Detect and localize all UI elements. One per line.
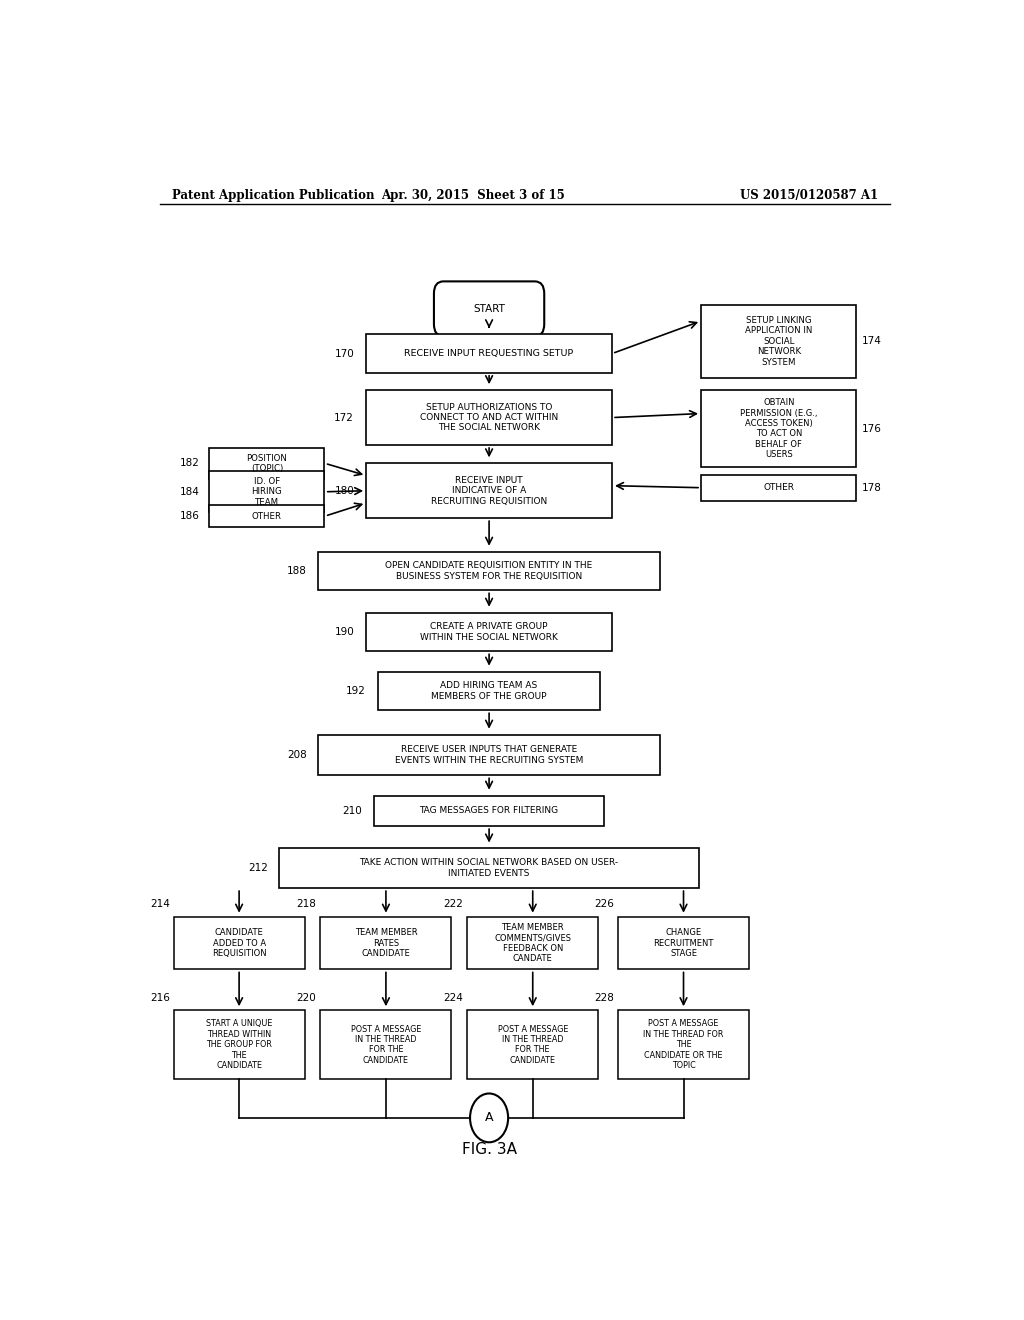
- Text: ID. OF
HIRING
TEAM: ID. OF HIRING TEAM: [252, 477, 283, 507]
- FancyBboxPatch shape: [618, 1010, 749, 1080]
- Text: CREATE A PRIVATE GROUP
WITHIN THE SOCIAL NETWORK: CREATE A PRIVATE GROUP WITHIN THE SOCIAL…: [420, 622, 558, 642]
- Text: 224: 224: [443, 993, 463, 1003]
- Text: OTHER: OTHER: [252, 512, 282, 520]
- FancyBboxPatch shape: [209, 447, 325, 479]
- Text: 214: 214: [150, 899, 170, 909]
- Text: US 2015/0120587 A1: US 2015/0120587 A1: [739, 189, 878, 202]
- FancyBboxPatch shape: [467, 1010, 598, 1080]
- FancyBboxPatch shape: [367, 612, 612, 651]
- Text: 184: 184: [179, 487, 200, 496]
- Text: 216: 216: [150, 993, 170, 1003]
- Text: 174: 174: [862, 337, 882, 346]
- Text: TEAM MEMBER
RATES
CANDIDATE: TEAM MEMBER RATES CANDIDATE: [354, 928, 417, 958]
- Text: ADD HIRING TEAM AS
MEMBERS OF THE GROUP: ADD HIRING TEAM AS MEMBERS OF THE GROUP: [431, 681, 547, 701]
- Text: TAG MESSAGES FOR FILTERING: TAG MESSAGES FOR FILTERING: [420, 807, 559, 816]
- Text: 228: 228: [594, 993, 614, 1003]
- Text: 180: 180: [335, 486, 354, 496]
- Circle shape: [470, 1093, 508, 1142]
- Text: 208: 208: [287, 750, 306, 760]
- FancyBboxPatch shape: [209, 471, 325, 512]
- FancyBboxPatch shape: [321, 916, 452, 969]
- Text: CHANGE
RECRUITMENT
STAGE: CHANGE RECRUITMENT STAGE: [653, 928, 714, 958]
- Text: RECEIVE INPUT REQUESTING SETUP: RECEIVE INPUT REQUESTING SETUP: [404, 348, 573, 358]
- Text: 226: 226: [594, 899, 614, 909]
- Text: 178: 178: [862, 483, 882, 492]
- Text: Apr. 30, 2015  Sheet 3 of 15: Apr. 30, 2015 Sheet 3 of 15: [381, 189, 565, 202]
- Text: 190: 190: [335, 627, 354, 638]
- FancyBboxPatch shape: [434, 281, 544, 337]
- Text: POST A MESSAGE
IN THE THREAD
FOR THE
CANDIDATE: POST A MESSAGE IN THE THREAD FOR THE CAN…: [351, 1024, 421, 1065]
- Text: RECEIVE INPUT
INDICATIVE OF A
RECRUITING REQUISITION: RECEIVE INPUT INDICATIVE OF A RECRUITING…: [431, 477, 547, 506]
- FancyBboxPatch shape: [701, 305, 856, 378]
- Text: OTHER: OTHER: [763, 483, 795, 492]
- Text: POST A MESSAGE
IN THE THREAD FOR
THE
CANDIDATE OR THE
TOPIC: POST A MESSAGE IN THE THREAD FOR THE CAN…: [643, 1019, 724, 1071]
- Text: 210: 210: [342, 807, 362, 816]
- FancyBboxPatch shape: [318, 552, 659, 590]
- Text: POSITION
(TOPIC): POSITION (TOPIC): [247, 454, 288, 473]
- Text: 220: 220: [297, 993, 316, 1003]
- FancyBboxPatch shape: [378, 672, 600, 710]
- Text: 172: 172: [334, 413, 354, 422]
- Text: OPEN CANDIDATE REQUISITION ENTITY IN THE
BUSINESS SYSTEM FOR THE REQUISITION: OPEN CANDIDATE REQUISITION ENTITY IN THE…: [385, 561, 593, 581]
- Text: TEAM MEMBER
COMMENTS/GIVES
FEEDBACK ON
CANDATE: TEAM MEMBER COMMENTS/GIVES FEEDBACK ON C…: [495, 923, 571, 964]
- FancyBboxPatch shape: [367, 391, 612, 445]
- FancyBboxPatch shape: [701, 391, 856, 467]
- Text: 176: 176: [862, 424, 882, 434]
- Text: 188: 188: [287, 566, 306, 576]
- Text: CANDIDATE
ADDED TO A
REQUISITION: CANDIDATE ADDED TO A REQUISITION: [212, 928, 266, 958]
- FancyBboxPatch shape: [467, 916, 598, 969]
- FancyBboxPatch shape: [618, 916, 749, 969]
- Text: POST A MESSAGE
IN THE THREAD
FOR THE
CANDIDATE: POST A MESSAGE IN THE THREAD FOR THE CAN…: [498, 1024, 568, 1065]
- Text: OBTAIN
PERMISSION (E.G.,
ACCESS TOKEN)
TO ACT ON
BEHALF OF
USERS: OBTAIN PERMISSION (E.G., ACCESS TOKEN) T…: [740, 399, 817, 459]
- FancyBboxPatch shape: [209, 506, 325, 528]
- Text: A: A: [484, 1111, 494, 1125]
- Text: Patent Application Publication: Patent Application Publication: [172, 189, 374, 202]
- Text: START: START: [473, 304, 505, 314]
- FancyBboxPatch shape: [701, 474, 856, 500]
- Text: START A UNIQUE
THREAD WITHIN
THE GROUP FOR
THE
CANDIDATE: START A UNIQUE THREAD WITHIN THE GROUP F…: [206, 1019, 272, 1071]
- FancyBboxPatch shape: [174, 1010, 304, 1080]
- Text: TAKE ACTION WITHIN SOCIAL NETWORK BASED ON USER-
INITIATED EVENTS: TAKE ACTION WITHIN SOCIAL NETWORK BASED …: [359, 858, 618, 878]
- Text: FIG. 3A: FIG. 3A: [462, 1142, 516, 1156]
- FancyBboxPatch shape: [174, 916, 304, 969]
- Text: 192: 192: [346, 686, 367, 696]
- FancyBboxPatch shape: [374, 796, 604, 826]
- Text: 222: 222: [443, 899, 463, 909]
- Text: SETUP AUTHORIZATIONS TO
CONNECT TO AND ACT WITHIN
THE SOCIAL NETWORK: SETUP AUTHORIZATIONS TO CONNECT TO AND A…: [420, 403, 558, 433]
- FancyBboxPatch shape: [367, 334, 612, 372]
- Text: 186: 186: [179, 511, 200, 521]
- FancyBboxPatch shape: [321, 1010, 452, 1080]
- Text: 218: 218: [297, 899, 316, 909]
- Text: 182: 182: [179, 458, 200, 469]
- FancyBboxPatch shape: [318, 735, 659, 775]
- FancyBboxPatch shape: [279, 847, 699, 888]
- Text: 212: 212: [249, 863, 268, 873]
- Text: RECEIVE USER INPUTS THAT GENERATE
EVENTS WITHIN THE RECRUITING SYSTEM: RECEIVE USER INPUTS THAT GENERATE EVENTS…: [395, 746, 584, 764]
- FancyBboxPatch shape: [367, 463, 612, 519]
- Text: 170: 170: [335, 348, 354, 359]
- Text: SETUP LINKING
APPLICATION IN
SOCIAL
NETWORK
SYSTEM: SETUP LINKING APPLICATION IN SOCIAL NETW…: [745, 315, 812, 367]
